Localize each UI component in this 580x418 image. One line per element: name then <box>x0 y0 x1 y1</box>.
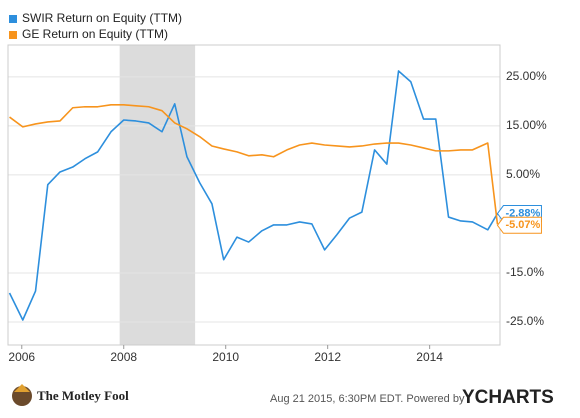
callout-label: -2.88% <box>505 207 540 219</box>
callout-label: -5.07% <box>505 219 540 231</box>
footer: The Motley Fool Aug 21 2015, 6:30PM EDT.… <box>12 384 554 408</box>
legend-label: GE Return on Equity (TTM) <box>22 27 168 41</box>
provider: YCHARTS <box>462 387 554 408</box>
x-tick-label: 2014 <box>416 350 443 364</box>
x-tick-label: 2006 <box>8 350 35 364</box>
brand: The Motley Fool <box>37 388 129 403</box>
legend-swatch <box>9 31 17 39</box>
y-tick-label: 5.00% <box>506 167 540 181</box>
legend-swatch <box>9 15 17 23</box>
shaded-region <box>119 45 196 345</box>
legend-label: SWIR Return on Equity (TTM) <box>22 11 182 25</box>
y-tick-label: -15.0% <box>506 265 544 279</box>
timestamp: Aug 21 2015, 6:30PM EDT. Powered by <box>270 393 465 405</box>
series-line <box>9 104 499 225</box>
x-tick-label: 2008 <box>110 350 137 364</box>
y-tick-label: 25.00% <box>506 69 547 83</box>
y-tick-label: 15.00% <box>506 118 547 132</box>
x-tick-label: 2012 <box>314 350 341 364</box>
logo-hat <box>14 384 30 392</box>
plot-border <box>7 44 501 346</box>
callout-box <box>496 216 542 234</box>
y-tick-label: -25.0% <box>506 314 544 328</box>
series-line <box>8 70 499 321</box>
x-tick-label: 2010 <box>212 350 239 364</box>
